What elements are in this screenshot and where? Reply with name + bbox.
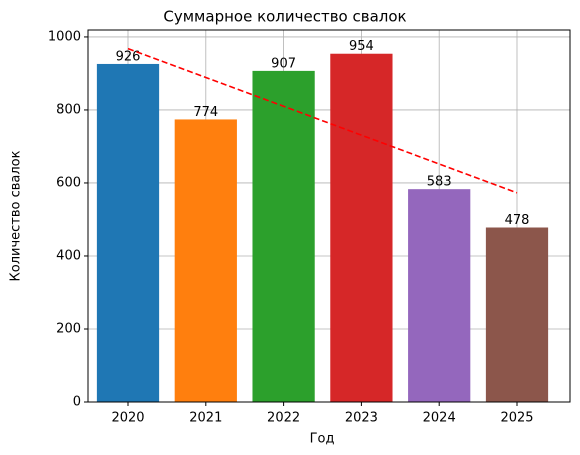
y-tick-label: 800 (56, 102, 81, 117)
bar (408, 189, 471, 402)
data-label: 774 (193, 105, 218, 120)
y-tick-label: 600 (56, 175, 81, 190)
x-tick-label: 2022 (267, 411, 300, 426)
x-tick-label: 2021 (189, 411, 222, 426)
bar (252, 70, 315, 402)
data-label: 583 (427, 175, 452, 190)
data-label: 907 (271, 56, 296, 71)
data-label: 478 (505, 213, 530, 228)
plot-frame (87, 29, 571, 403)
y-tick-label: 0 (73, 395, 81, 410)
x-tick-label: 2024 (423, 411, 456, 426)
bar (330, 53, 393, 402)
x-tick-label: 2025 (500, 411, 533, 426)
y-axis-label: Количество свалок (9, 150, 24, 281)
y-tick-label: 1000 (48, 29, 81, 44)
y-tick-label: 200 (56, 321, 81, 336)
y-tick-label: 400 (56, 248, 81, 263)
x-axis-label: Год (310, 432, 335, 447)
bar (485, 227, 549, 402)
x-tick-label: 2020 (111, 411, 144, 426)
bar (174, 119, 237, 403)
chart-title: Суммарное количество свалок (163, 8, 406, 26)
data-label: 954 (349, 39, 374, 54)
data-label: 926 (116, 49, 141, 64)
bar (96, 63, 160, 403)
trend-line (127, 47, 518, 194)
x-tick-label: 2023 (345, 411, 378, 426)
